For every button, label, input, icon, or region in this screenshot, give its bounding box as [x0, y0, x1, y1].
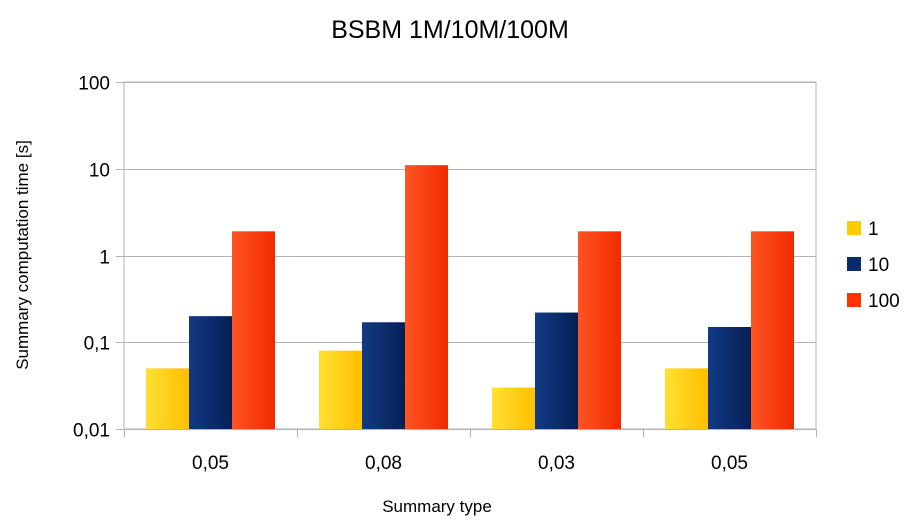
legend-swatch-1 — [847, 257, 861, 271]
legend-label-0: 1 — [868, 219, 879, 240]
bar-10 — [189, 316, 232, 429]
bars — [146, 165, 794, 429]
bar-10 — [362, 322, 405, 429]
y-tick-label: 10 — [89, 161, 110, 182]
x-tick-label: 0,05 — [192, 453, 229, 474]
legend-label-2: 100 — [868, 291, 900, 312]
legend-swatch-0 — [847, 221, 861, 235]
axes: 0,01 0,1 1 10 100 0,05 0,08 0,03 0,05 — [73, 74, 817, 474]
bar-1 — [146, 368, 189, 429]
bar-10 — [535, 312, 578, 429]
bar-100 — [232, 231, 275, 429]
bar-100 — [405, 165, 448, 429]
y-tick-label: 0,1 — [84, 334, 110, 355]
bar-100 — [578, 231, 621, 429]
x-tick-label: 0,05 — [711, 453, 748, 474]
x-axis-label: Summary type — [382, 497, 492, 516]
x-tick-label: 0,03 — [538, 453, 575, 474]
y-tick-label: 100 — [78, 74, 110, 95]
bar-10 — [708, 326, 751, 429]
bar-1 — [319, 350, 362, 429]
x-tick-label: 0,08 — [365, 453, 402, 474]
bar-1 — [492, 387, 535, 429]
y-axis-label: Summary computation time [s] — [13, 140, 32, 370]
legend-swatch-2 — [847, 293, 861, 307]
bar-1 — [665, 368, 708, 429]
bar-100 — [751, 231, 794, 429]
chart-title: BSBM 1M/10M/100M — [331, 16, 569, 44]
y-tick-label: 1 — [99, 248, 110, 269]
legend-label-1: 10 — [868, 255, 889, 276]
y-tick-label: 0,01 — [73, 421, 110, 442]
legend: 1 10 100 — [847, 219, 900, 312]
